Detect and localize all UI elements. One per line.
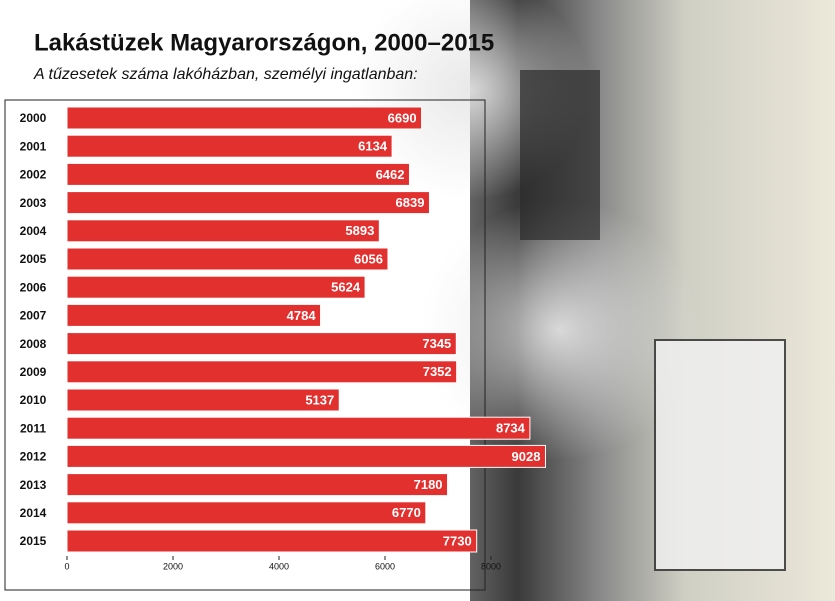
x-tick-label: 2000 bbox=[163, 561, 183, 571]
y-tick-label: 2015 bbox=[20, 534, 47, 548]
value-label: 7730 bbox=[443, 533, 472, 548]
value-label: 5137 bbox=[305, 392, 334, 407]
bar bbox=[66, 162, 410, 186]
x-tick-label: 8000 bbox=[481, 561, 501, 571]
y-tick-label: 2008 bbox=[20, 337, 47, 351]
bar bbox=[66, 134, 393, 158]
x-tick-label: 0 bbox=[64, 561, 69, 571]
y-tick-label: 2011 bbox=[20, 421, 46, 435]
chart-subtitle: A tűzesetek száma lakóházban, személyi i… bbox=[33, 66, 418, 83]
bar bbox=[66, 106, 423, 130]
bar bbox=[66, 191, 430, 215]
x-tick-label: 6000 bbox=[375, 561, 395, 571]
bar bbox=[66, 416, 531, 440]
value-label: 7352 bbox=[423, 364, 452, 379]
value-label: 4784 bbox=[287, 308, 317, 323]
y-tick-label: 2003 bbox=[20, 196, 47, 210]
value-label: 6770 bbox=[392, 505, 421, 520]
y-tick-label: 2012 bbox=[20, 450, 47, 464]
bar bbox=[66, 275, 366, 299]
bar bbox=[66, 501, 427, 525]
bar bbox=[66, 219, 380, 243]
value-label: 6690 bbox=[388, 110, 417, 125]
value-label: 7180 bbox=[414, 477, 443, 492]
y-tick-label: 2006 bbox=[20, 280, 47, 294]
bar bbox=[66, 529, 478, 553]
bar bbox=[66, 388, 340, 412]
y-tick-label: 2010 bbox=[20, 393, 47, 407]
y-tick-label: 2009 bbox=[20, 365, 47, 379]
y-tick-label: 2000 bbox=[20, 111, 47, 125]
value-label: 6056 bbox=[354, 251, 383, 266]
x-tick-label: 4000 bbox=[269, 561, 289, 571]
bar bbox=[66, 473, 449, 497]
y-tick-label: 2013 bbox=[20, 478, 47, 492]
y-tick-label: 2007 bbox=[20, 309, 47, 323]
bar bbox=[66, 332, 457, 356]
value-label: 7345 bbox=[422, 336, 451, 351]
frame bbox=[4, 99, 486, 591]
value-label: 5624 bbox=[331, 280, 361, 295]
bar bbox=[66, 303, 322, 327]
value-label: 6462 bbox=[376, 167, 405, 182]
value-label: 6839 bbox=[396, 195, 425, 210]
value-label: 9028 bbox=[512, 449, 541, 464]
value-label: 5893 bbox=[345, 223, 374, 238]
bar bbox=[66, 247, 389, 271]
smoke bbox=[420, 200, 700, 460]
y-tick-label: 2014 bbox=[20, 506, 47, 520]
y-tick-label: 2002 bbox=[20, 168, 47, 182]
value-label: 6134 bbox=[358, 139, 388, 154]
y-tick-label: 2005 bbox=[20, 252, 47, 266]
bar bbox=[66, 360, 458, 384]
window bbox=[520, 70, 600, 240]
y-tick-label: 2001 bbox=[20, 139, 47, 153]
bar bbox=[66, 444, 546, 468]
basket bbox=[654, 339, 786, 571]
chart-title: Lakástüzek Magyarországon, 2000–2015 bbox=[34, 29, 494, 56]
value-label: 8734 bbox=[496, 421, 526, 436]
y-tick-label: 2004 bbox=[20, 224, 47, 238]
